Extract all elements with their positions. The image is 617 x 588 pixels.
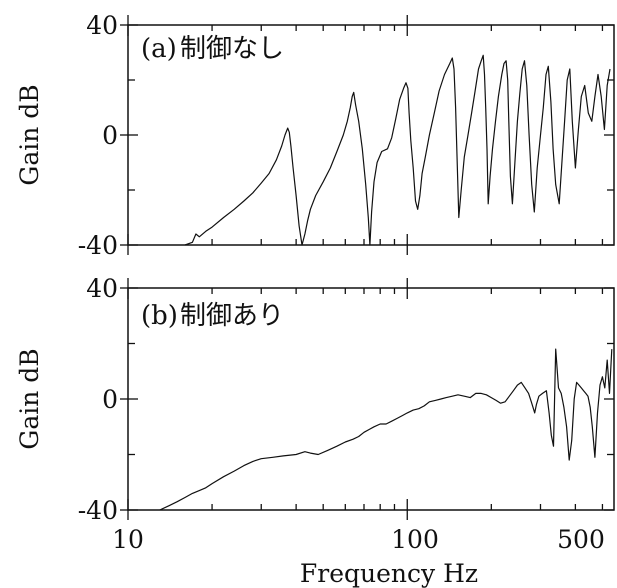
- panel-b-xtick-500: 500: [557, 525, 605, 554]
- panel-b-series-line: [159, 348, 613, 511]
- panel-b-ylabel: Gain dB: [15, 348, 44, 449]
- panel-a-title: 制御なし: [180, 34, 284, 64]
- panel-a-ticks: [120, 15, 614, 255]
- panel-b-xtick-100: 100: [391, 525, 439, 554]
- panel-a-series-line: [184, 54, 611, 246]
- panel-b-title: 制御あり: [180, 301, 284, 331]
- panel-b: (b) 制御あり 40 0 -40 Gain dB 10 100 500 Fre…: [15, 274, 615, 588]
- panel-a-ytick-mid: 0: [102, 121, 118, 150]
- panel-b-ytick-top: 40: [86, 274, 118, 303]
- panel-b-label: (b): [141, 301, 178, 331]
- panel-a-label: (a): [141, 34, 177, 64]
- panel-b-xlabel: Frequency Hz: [300, 559, 478, 588]
- panel-a-ylabel: Gain dB: [15, 84, 44, 185]
- panel-b-ytick-mid: 0: [102, 385, 118, 414]
- panel-a-ytick-bottom: -40: [78, 231, 118, 260]
- panel-a: (a) 制御なし 40 0 -40 Gain dB: [15, 11, 615, 260]
- panel-b-xtick-10: 10: [112, 525, 144, 554]
- panel-b-ytick-bottom: -40: [78, 496, 118, 525]
- panel-a-ytick-top: 40: [86, 11, 118, 40]
- panel-b-ticks: [120, 278, 614, 520]
